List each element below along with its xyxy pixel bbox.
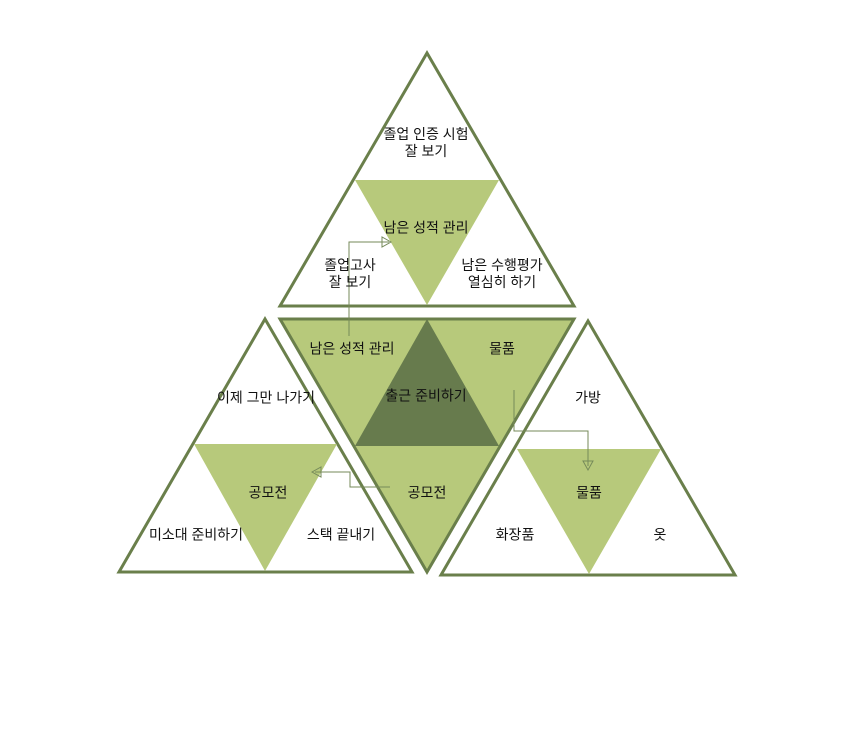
middle-left-label: 남은 성적 관리 bbox=[309, 340, 395, 357]
middle-inner-triangle bbox=[355, 319, 499, 446]
arrow-to-right-center bbox=[513, 390, 589, 466]
left-center-label: 공모전 bbox=[248, 484, 288, 501]
top-apex-label: 졸업 인증 시험 잘 보기 bbox=[383, 126, 469, 159]
top-center-label: 남은 성적 관리 bbox=[383, 219, 469, 236]
arrow-head-right bbox=[582, 460, 594, 472]
left-right-label: 스택 끝내기 bbox=[306, 526, 376, 543]
middle-bottom-label: 공모전 bbox=[407, 484, 447, 501]
arrow-to-top-center bbox=[348, 241, 389, 336]
left-apex-label: 이제 그만 나가기 bbox=[217, 389, 315, 406]
left-left-label: 미소대 준비하기 bbox=[148, 526, 244, 543]
left-inner-triangle bbox=[194, 444, 337, 571]
arrow-to-left-center bbox=[315, 471, 390, 488]
top-inner-triangle bbox=[355, 180, 499, 305]
right-inner-triangle bbox=[517, 449, 661, 574]
right-right-label: 옷 bbox=[653, 526, 667, 543]
top-left-label: 졸업고사 잘 보기 bbox=[324, 257, 376, 290]
top-right-label: 남은 수행평가 열심히 하기 bbox=[461, 257, 543, 290]
right-center-label: 물품 bbox=[576, 484, 602, 501]
right-apex-label: 가방 bbox=[575, 389, 601, 406]
arrow-head-left bbox=[310, 466, 322, 478]
arrow-head-top bbox=[381, 236, 393, 248]
right-left-label: 화장품 bbox=[495, 526, 535, 543]
middle-center-label: 출근 준비하기 bbox=[385, 387, 467, 404]
middle-right-label: 물품 bbox=[489, 340, 515, 357]
top-outer-triangle bbox=[277, 50, 577, 308]
